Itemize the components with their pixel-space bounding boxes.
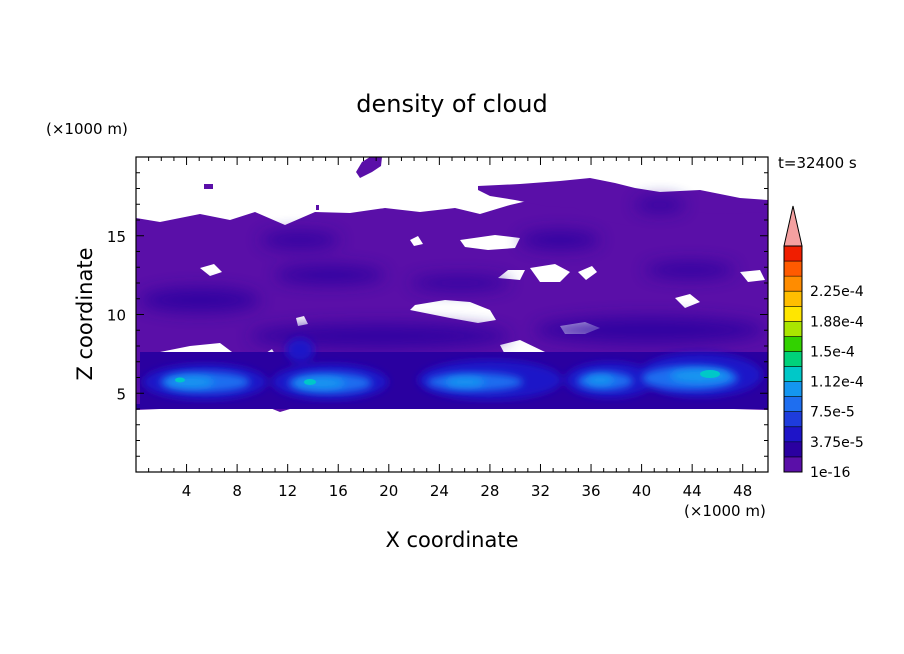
colorbar-tick-label: 1.5e-4 [810, 344, 855, 360]
colorbar-swatch [784, 456, 802, 473]
x-tick-label: 36 [581, 482, 600, 500]
colorbar-swatch [784, 351, 802, 367]
y-tick-label: 15 [107, 228, 126, 246]
cloud-field [136, 157, 768, 412]
cloud-base-line [136, 404, 768, 409]
x-tick-label: 12 [278, 482, 297, 500]
colorbar-tick-label: 1.88e-4 [810, 314, 864, 330]
colorbar-swatch [784, 441, 802, 458]
colorbar-swatch [784, 336, 802, 352]
colorbar-tick-label: 2.25e-4 [810, 284, 864, 300]
cloud-region-top [356, 157, 382, 178]
colorbar-swatch [784, 366, 802, 382]
colorbar-tick-label: 7.5e-5 [810, 405, 855, 421]
x-tick-label: 8 [232, 482, 242, 500]
cloud-level-6 [175, 370, 720, 385]
x-tick-label: 32 [531, 482, 550, 500]
colorbar-swatch [784, 426, 802, 443]
colorbar-swatch [784, 396, 802, 413]
colorbar-swatch [784, 306, 802, 322]
y-tick-label: 10 [107, 307, 126, 325]
colorbar-extend-arrow [783, 205, 803, 247]
colorbar-tick-label: 1.12e-4 [810, 375, 864, 391]
x-tick-label: 20 [379, 482, 398, 500]
colorbar-swatch [784, 321, 802, 337]
colorbar-tick-label: 3.75e-5 [810, 435, 864, 451]
colorbar-swatch [784, 291, 802, 307]
y-axis-unit: (×1000 m) [46, 120, 128, 138]
x-axis-label: X coordinate [385, 528, 518, 552]
x-tick-label: 28 [480, 482, 499, 500]
y-axis-label: Z coordinate [73, 247, 97, 380]
y-tick-label: 5 [116, 385, 126, 403]
cloud-level-2 [140, 198, 765, 348]
x-tick-label: 40 [632, 482, 651, 500]
cloud-region-upper [478, 178, 768, 226]
colorbar-swatch [784, 276, 802, 292]
x-tick-label: 24 [430, 482, 449, 500]
colorbar-swatch [784, 261, 802, 277]
colorbar-swatch [784, 411, 802, 428]
colorbar-tick-label: 1e-16 [810, 465, 850, 481]
x-axis-unit: (×1000 m) [684, 502, 766, 520]
x-tick-label: 44 [683, 482, 702, 500]
cloud-speck [204, 184, 213, 189]
chart-title: density of cloud [356, 90, 547, 118]
x-tick-label: 4 [182, 482, 192, 500]
colorbar-swatch [784, 246, 802, 262]
colorbar-frame [783, 245, 803, 473]
x-tick-label: 48 [733, 482, 752, 500]
time-label: t=32400 s [778, 154, 857, 172]
cloud-speck [316, 205, 319, 210]
colorbar-swatch [784, 381, 802, 397]
x-tick-label: 16 [329, 482, 348, 500]
colorbar: 1e-16 3.75e-5 7.5e-5 1.12e-4 1.5e-4 1.88e-4 2.… [783, 205, 864, 481]
